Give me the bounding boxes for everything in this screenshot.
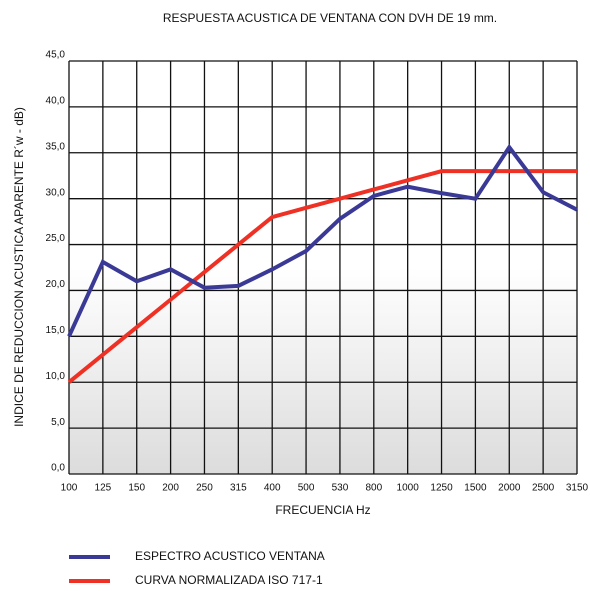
x-tick-label: 315: [230, 483, 247, 494]
legend-label: CURVA NORMALIZADA ISO 717-1: [135, 573, 323, 587]
y-tick-label: 45,0: [46, 50, 66, 61]
x-tick-label: 150: [128, 483, 145, 494]
x-tick-label: 800: [365, 483, 382, 494]
series-line: [67, 143, 578, 338]
y-tick-label: 20,0: [46, 279, 66, 290]
y-tick-label: 5,0: [51, 417, 65, 428]
x-tick-label: 2500: [532, 483, 555, 494]
x-tick-label: 1250: [430, 483, 453, 494]
x-tick-label: 530: [332, 483, 349, 494]
y-tick-label: 10,0: [46, 371, 66, 382]
y-tick-label: 25,0: [46, 233, 66, 244]
x-tick-label: 200: [162, 483, 179, 494]
legend-label: ESPECTRO ACUSTICO VENTANA: [135, 549, 325, 563]
y-tick-label: 15,0: [46, 325, 66, 336]
x-tick-label: 100: [61, 483, 78, 494]
x-tick-label: 1000: [397, 483, 420, 494]
y-tick-label: 40,0: [46, 96, 66, 107]
x-tick-label: 1500: [464, 483, 487, 494]
x-tick-label: 250: [196, 483, 213, 494]
x-tick-label: 125: [95, 483, 112, 494]
x-tick-label: 2000: [498, 483, 521, 494]
x-tick-label: 3150: [566, 483, 589, 494]
y-tick-label: 35,0: [46, 141, 66, 152]
x-tick-label: 400: [264, 483, 281, 494]
y-tick-label: 0,0: [51, 463, 65, 474]
y-axis-title: INDICE DE REDUCCION ACUSTICA APARENTE R´…: [12, 107, 26, 427]
chart-title: RESPUESTA ACUSTICA DE VENTANA CON DVH DE…: [163, 11, 497, 25]
x-axis-title: FRECUENCIA Hz: [275, 503, 370, 517]
x-tick-label: 500: [298, 483, 315, 494]
y-tick-label: 30,0: [46, 187, 66, 198]
plot-background: [69, 61, 577, 474]
